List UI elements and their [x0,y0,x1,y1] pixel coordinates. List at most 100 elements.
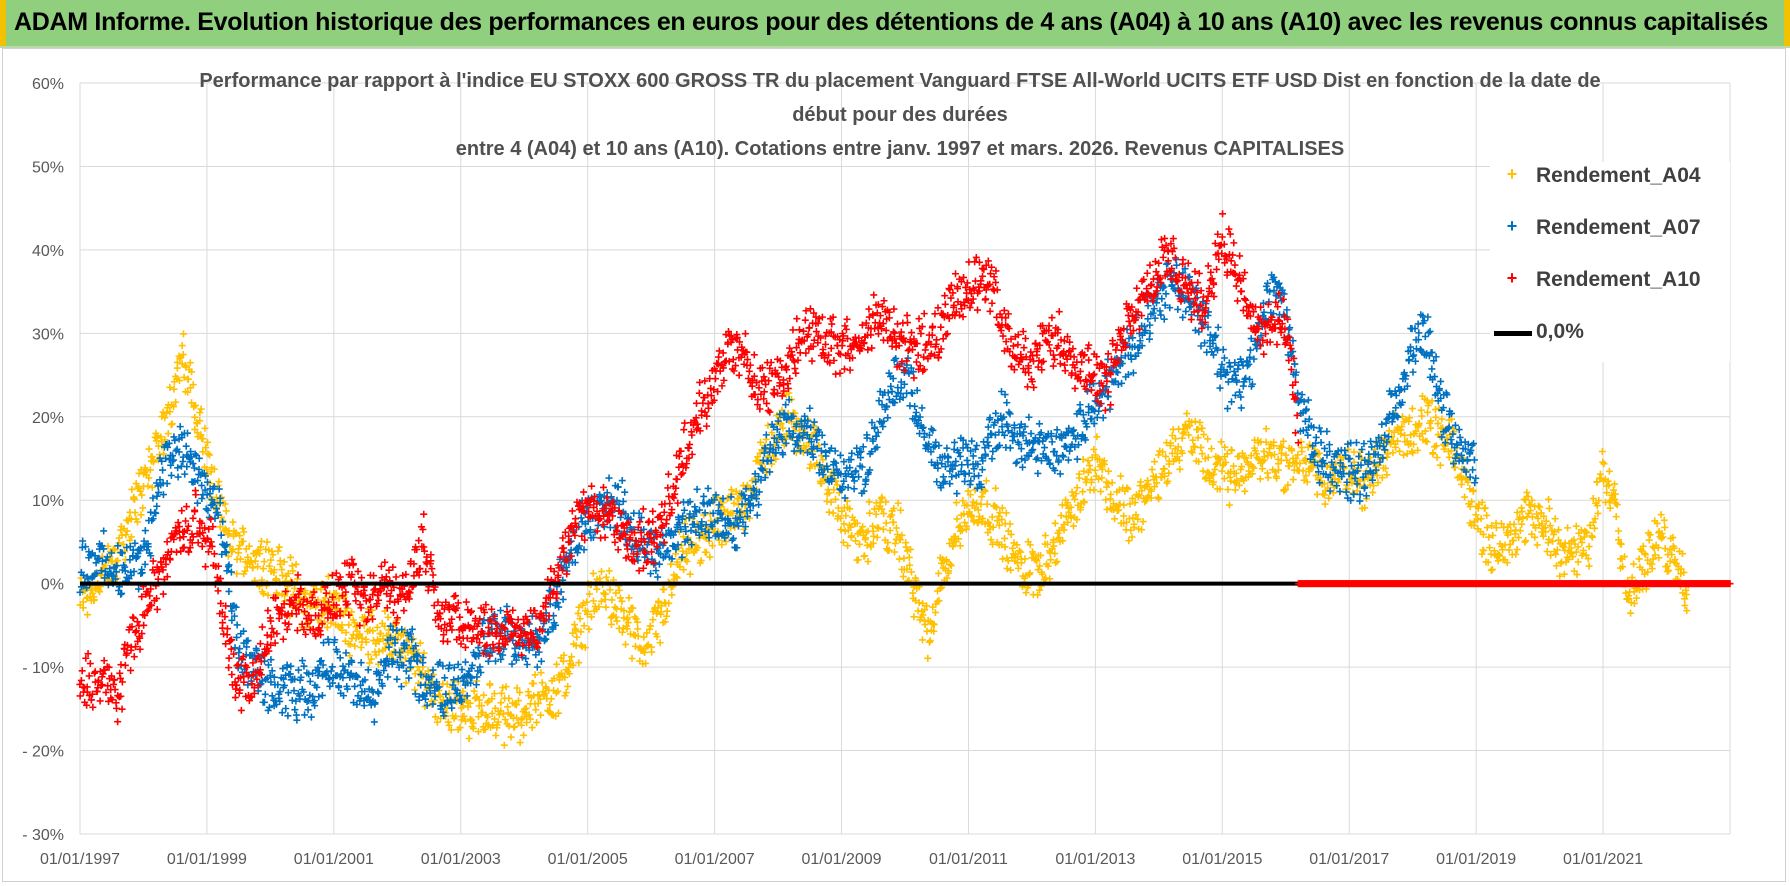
data-point [898,531,906,539]
data-point [1369,488,1377,496]
data-point [148,483,156,491]
data-point [346,652,354,660]
data-point [189,514,197,522]
data-point [198,494,206,502]
data-point [264,607,272,615]
x-tick-label: 01/01/1997 [40,851,120,868]
data-point [537,669,545,677]
data-point [996,509,1004,517]
data-point [381,645,389,653]
data-point [1134,515,1142,523]
data-point [282,705,290,713]
data-point [973,442,981,450]
data-point [606,586,614,594]
data-point [1097,488,1105,496]
data-point [921,606,929,614]
data-point [175,377,183,385]
data-point [1304,396,1312,404]
data-point [1092,451,1100,459]
data-point [718,541,726,549]
data-point [488,695,496,703]
data-point [1026,541,1034,549]
data-point [159,590,167,598]
data-point [1605,467,1613,475]
data-point [1032,455,1040,463]
data-point [1280,487,1288,495]
data-point [1317,439,1325,447]
data-point [673,574,681,582]
data-point [1396,447,1404,455]
data-point [559,595,567,603]
data-point [133,618,141,626]
data-point [1068,488,1076,496]
data-point [848,532,856,540]
data-point [332,589,340,597]
data-point [392,573,400,581]
data-point [534,699,542,707]
data-point [615,586,623,594]
data-point [298,657,306,665]
data-point [357,604,365,612]
data-point [730,499,738,507]
data-point [686,570,694,578]
data-point [237,706,245,714]
data-point [1551,515,1559,523]
data-point [1100,457,1108,465]
data-point [377,629,385,637]
data-point [660,585,668,593]
data-point [448,626,456,634]
data-point [462,598,470,606]
data-point [943,444,951,452]
data-point [844,484,852,492]
data-point [1198,425,1206,433]
data-point [676,563,684,571]
data-point [741,529,749,537]
data-point [850,485,858,493]
data-point [1104,467,1112,475]
data-point [518,714,526,722]
data-point [1246,346,1254,354]
data-point [324,572,332,580]
data-point [307,713,315,721]
data-point [1487,566,1495,574]
data-point [581,644,589,652]
data-point [648,648,656,656]
data-point [1436,461,1444,469]
data-point [890,504,898,512]
data-point [929,426,937,434]
data-point [1132,511,1140,519]
data-point [520,731,528,739]
data-point [985,519,993,527]
data-point [852,537,860,545]
data-point [846,505,854,513]
data-point [364,650,372,658]
data-point [497,699,505,707]
data-point [268,624,276,632]
data-point [935,597,943,605]
data-point [101,561,109,569]
data-point [182,442,190,450]
data-point [1120,501,1128,509]
data-point [624,619,632,627]
data-point [407,663,415,671]
data-point [221,525,229,533]
data-point [968,512,976,520]
data-point [553,660,561,668]
data-point [352,623,360,631]
series-rendement-a10 [76,210,1302,726]
data-point [1019,463,1027,471]
data-point [464,703,472,711]
data-point [756,438,764,446]
data-point [815,441,823,449]
data-point [697,557,705,565]
data-point [1237,404,1245,412]
data-point [1026,569,1034,577]
data-point [995,521,1003,529]
data-point [974,506,982,514]
data-point [583,598,591,606]
data-point [575,659,583,667]
data-point [284,570,292,578]
data-point [1488,565,1496,573]
data-point [490,715,498,723]
data-point [206,451,214,459]
